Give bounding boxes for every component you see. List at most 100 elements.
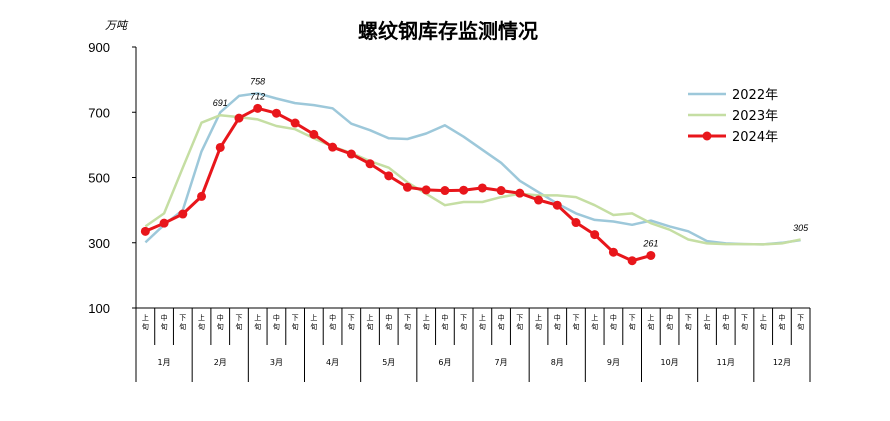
series-point (477, 183, 487, 193)
y-tick-label: 100 (88, 301, 110, 316)
x-period-label: 上旬 (591, 313, 598, 331)
x-axis-ticks: 上旬中旬下旬1月上旬中旬下旬2月上旬中旬下旬3月上旬中旬下旬4月上旬中旬下旬5月… (142, 313, 804, 367)
x-month-label: 10月 (660, 358, 678, 367)
y-tick-label: 900 (88, 40, 110, 55)
x-period-label: 下旬 (348, 314, 355, 331)
x-period-label: 上旬 (310, 313, 317, 331)
series-point (328, 142, 338, 152)
legend-label-3: 2024年 (732, 130, 778, 145)
x-period-label: 下旬 (235, 314, 242, 331)
series-markers (140, 103, 656, 266)
series-point (646, 250, 656, 260)
x-month-label: 8月 (551, 358, 564, 367)
x-period-label: 上旬 (704, 313, 711, 331)
series-point (309, 129, 319, 139)
series-point (459, 185, 469, 195)
series-point (140, 226, 150, 236)
series-point (365, 159, 375, 169)
x-period-label: 上旬 (535, 313, 542, 331)
chart-title: 螺纹钢库存监测情况 (358, 19, 538, 43)
legend-label-2: 2023年 (732, 109, 778, 124)
legend-marker (702, 131, 712, 141)
x-period-label: 中旬 (329, 313, 336, 331)
x-period-label: 中旬 (217, 313, 224, 331)
x-period-label: 中旬 (666, 313, 673, 331)
series-point (402, 182, 412, 192)
x-month-label: 12月 (773, 358, 791, 367)
x-period-label: 下旬 (292, 314, 299, 331)
series-point (440, 186, 450, 196)
data-label: 261 (642, 238, 658, 248)
data-labels: 758 691 712 261 305 (213, 76, 809, 248)
series-point (590, 230, 600, 240)
x-period-label: 中旬 (498, 313, 505, 331)
series-line-1 (144, 92, 801, 246)
x-month-label: 7月 (495, 358, 508, 367)
data-label: 305 (793, 223, 809, 233)
x-period-label: 上旬 (198, 313, 205, 331)
series-point (608, 247, 618, 257)
x-period-label: 中旬 (778, 313, 785, 331)
x-period-label: 中旬 (161, 313, 168, 331)
series-line-3 (144, 106, 652, 263)
series-point (421, 185, 431, 195)
x-period-label: 上旬 (142, 313, 149, 331)
series-point (178, 209, 188, 219)
y-tick-label: 300 (88, 236, 110, 251)
x-month-label: 11月 (717, 358, 735, 367)
x-month-label: 3月 (270, 358, 283, 367)
x-period-label: 下旬 (516, 314, 523, 331)
x-period-label: 上旬 (423, 313, 430, 331)
x-period-label: 下旬 (179, 314, 186, 331)
legend-label-1: 2022年 (732, 88, 778, 103)
legend: 2022年 2023年 2024年 (688, 88, 778, 145)
series-lines (144, 92, 801, 263)
data-label: 758 (250, 76, 265, 86)
data-label: 691 (213, 98, 228, 108)
series-point (159, 218, 169, 228)
x-period-label: 中旬 (385, 313, 392, 331)
series-line-2 (144, 113, 801, 246)
x-period-label: 下旬 (685, 314, 692, 331)
series-point (215, 142, 225, 152)
x-period-label: 上旬 (367, 313, 374, 331)
x-period-label: 上旬 (254, 313, 261, 331)
x-period-label: 下旬 (460, 314, 467, 331)
data-label: 712 (250, 91, 265, 101)
x-period-label: 中旬 (610, 313, 617, 331)
x-period-label: 上旬 (760, 313, 767, 331)
x-period-label: 中旬 (273, 313, 280, 331)
series-point (346, 149, 356, 159)
y-axis-ticks: 100 300 500 700 900 (88, 40, 136, 316)
x-period-label: 上旬 (479, 313, 486, 331)
series-point (234, 113, 244, 123)
series-point (290, 118, 300, 128)
series-point (627, 256, 637, 266)
series-point (384, 171, 394, 181)
x-period-label: 下旬 (741, 314, 748, 331)
series-point (496, 186, 506, 196)
y-tick-label: 700 (88, 105, 110, 120)
series-point (515, 188, 525, 198)
x-month-label: 2月 (214, 358, 227, 367)
x-period-label: 下旬 (797, 314, 804, 331)
series-point (271, 108, 281, 118)
x-period-label: 上旬 (647, 313, 654, 331)
y-tick-label: 500 (88, 171, 110, 186)
x-month-label: 5月 (382, 358, 395, 367)
series-point (197, 191, 207, 201)
x-period-label: 下旬 (629, 314, 636, 331)
x-period-label: 下旬 (404, 314, 411, 331)
x-period-label: 下旬 (572, 314, 579, 331)
series-point (253, 103, 263, 113)
x-month-label: 4月 (326, 358, 339, 367)
y-unit-label: 万吨 (105, 19, 129, 32)
x-period-label: 中旬 (441, 313, 448, 331)
x-month-label: 1月 (158, 358, 171, 367)
x-period-label: 中旬 (722, 313, 729, 331)
axes (135, 47, 811, 382)
x-month-label: 9月 (607, 358, 620, 367)
series-point (552, 200, 562, 210)
series-point (534, 195, 544, 205)
